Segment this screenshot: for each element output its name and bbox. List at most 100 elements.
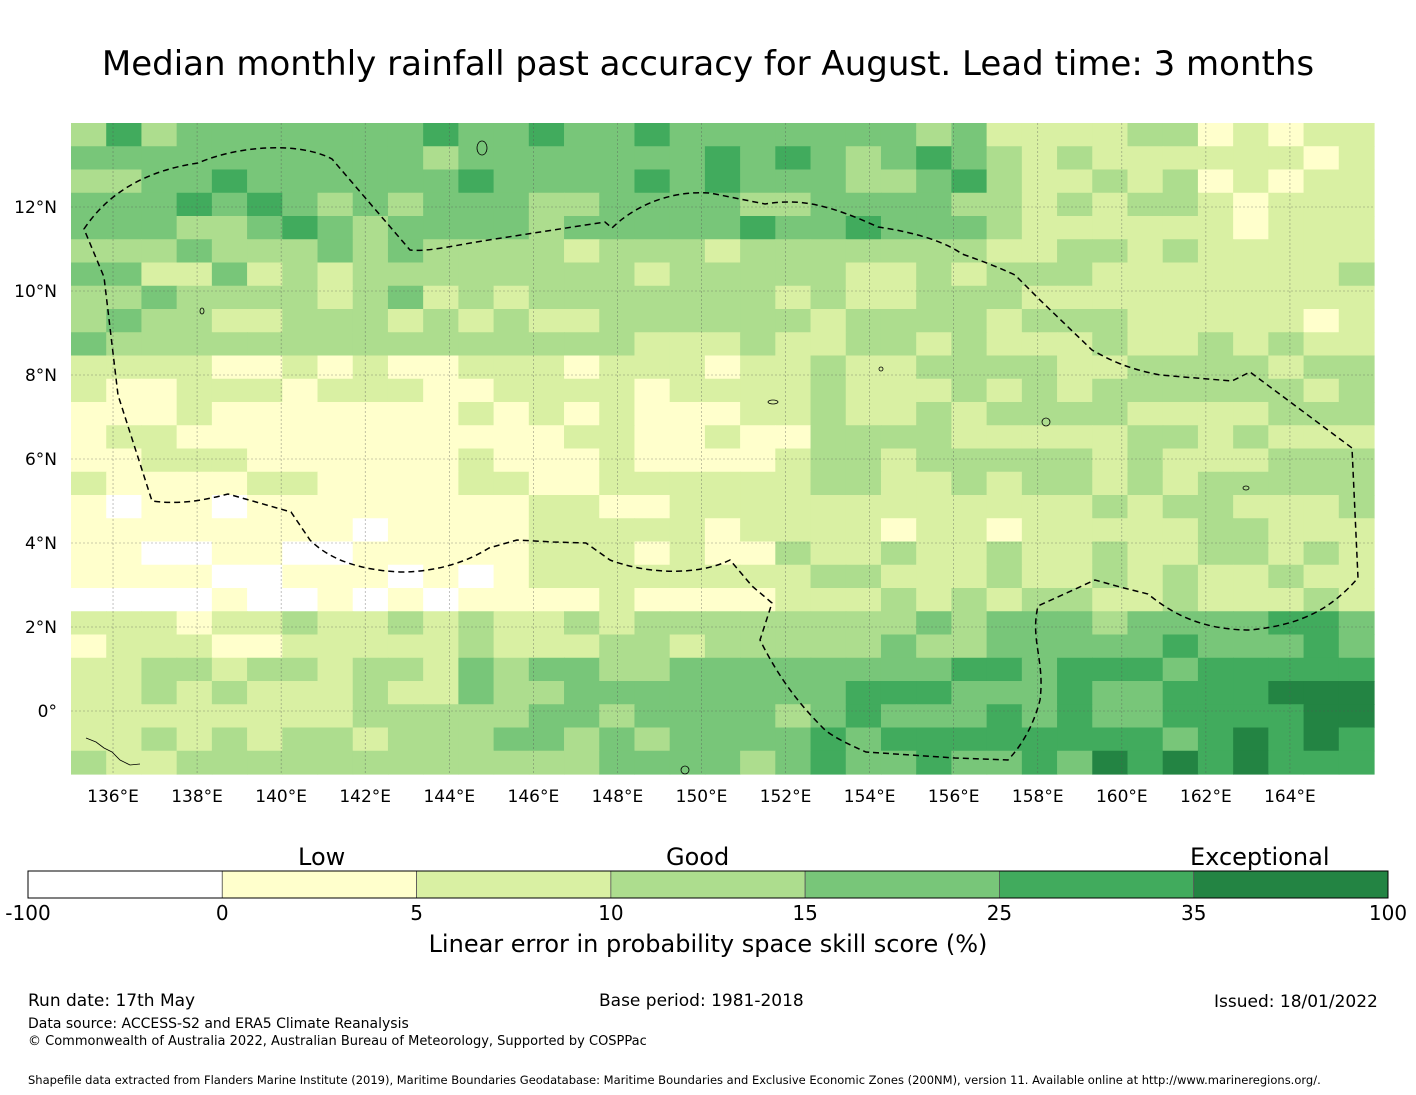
skill-cell: [880, 309, 917, 333]
skill-cell: [916, 727, 953, 752]
skill-cell: [564, 262, 600, 287]
skill-cell: [493, 332, 530, 357]
skill-cell: [71, 495, 107, 519]
skill-cell: [211, 309, 248, 333]
skill-cell: [845, 285, 882, 310]
skill-cell: [986, 657, 1023, 682]
skill-cell: [458, 239, 495, 264]
skill-cell: [951, 495, 988, 519]
skill-cell: [458, 727, 495, 752]
skill-cell: [1197, 541, 1234, 566]
skill-cell: [1092, 727, 1129, 752]
skill-cell: [141, 378, 178, 403]
skill-cell: [528, 564, 565, 589]
skill-cell: [1057, 588, 1093, 612]
skill-cell: [564, 309, 600, 333]
skill-cell: [1021, 681, 1058, 705]
skill-cell: [176, 239, 213, 264]
skill-cell: [704, 216, 741, 240]
skill-cell: [282, 750, 319, 775]
skill-cell: [106, 727, 143, 752]
skill-cell: [247, 123, 283, 147]
skill-cell: [599, 750, 636, 775]
skill-cell: [1127, 588, 1164, 612]
skill-cell: [880, 332, 917, 357]
skill-cell: [1162, 750, 1199, 775]
skill-cell: [247, 681, 283, 705]
skill-cell: [1197, 332, 1234, 357]
skill-cell: [1162, 146, 1199, 171]
skill-cell: [458, 448, 495, 473]
skill-cell: [1092, 495, 1129, 519]
skill-cell: [1338, 285, 1375, 310]
skill-cell: [423, 471, 459, 496]
skill-cell: [1021, 588, 1058, 612]
skill-cell: [740, 657, 776, 682]
skill-cell: [564, 448, 600, 473]
skill-cell: [916, 309, 953, 333]
skill-cell: [1268, 727, 1305, 752]
skill-cell: [141, 588, 178, 612]
skill-cell: [1233, 309, 1269, 333]
skill-cell: [704, 239, 741, 264]
skill-cell: [1268, 402, 1305, 426]
skill-cell: [141, 192, 178, 217]
skill-cell: [986, 425, 1023, 450]
skill-cell: [564, 355, 600, 380]
skill-cell: [669, 146, 706, 171]
skill-cell: [528, 634, 565, 659]
skill-cell: [1197, 216, 1234, 240]
skill-cell: [1057, 402, 1093, 426]
skill-cell: [1233, 123, 1269, 147]
skill-cell: [106, 471, 143, 496]
skill-cell: [1303, 332, 1340, 357]
skill-cell: [1268, 169, 1305, 194]
skill-cell: [528, 448, 565, 473]
skill-cell: [493, 611, 530, 636]
skill-cell: [740, 123, 776, 147]
skill-cell: [247, 471, 283, 496]
skill-cell: [1162, 262, 1199, 287]
skill-cell: [1162, 541, 1199, 566]
skill-cell: [1197, 192, 1234, 217]
skill-cell: [916, 681, 953, 705]
skill-cell: [986, 146, 1023, 171]
skill-cell: [352, 332, 389, 357]
skill-cell: [282, 402, 319, 426]
skill-cell: [599, 378, 636, 403]
skill-cell: [951, 518, 988, 543]
skill-cell: [810, 332, 847, 357]
skill-cell: [704, 146, 741, 171]
skill-cell: [1233, 448, 1269, 473]
skill-cell: [282, 169, 319, 194]
issued-date: Issued: 18/01/2022: [1214, 992, 1378, 1012]
longitude-tick-label: 142°E: [339, 787, 391, 807]
skill-cell: [71, 146, 107, 171]
skill-cell: [1197, 750, 1234, 775]
skill-cell: [1338, 471, 1375, 496]
skill-cell: [634, 634, 671, 659]
colorbar-segment: [804, 870, 1000, 899]
skill-cell: [986, 704, 1023, 729]
skill-cell: [1021, 471, 1058, 496]
skill-cell: [1021, 750, 1058, 775]
skill-cell: [810, 355, 847, 380]
island-outline: [680, 765, 690, 775]
skill-cell: [423, 285, 459, 310]
longitude-tick-label: 148°E: [592, 787, 644, 807]
skill-cell: [211, 750, 248, 775]
skill-cell: [352, 750, 389, 775]
skill-cell: [1057, 332, 1093, 357]
skill-cell: [493, 169, 530, 194]
skill-cell: [951, 657, 988, 682]
skill-cell: [211, 216, 248, 240]
skill-cell: [1162, 657, 1199, 682]
skill-cell: [1057, 146, 1093, 171]
skill-cell: [704, 425, 741, 450]
skill-cell: [1197, 657, 1234, 682]
skill-cell: [634, 518, 671, 543]
skill-cell: [1127, 471, 1164, 496]
skill-cell: [1092, 216, 1129, 240]
skill-cell: [880, 541, 917, 566]
skill-cell: [282, 216, 319, 240]
